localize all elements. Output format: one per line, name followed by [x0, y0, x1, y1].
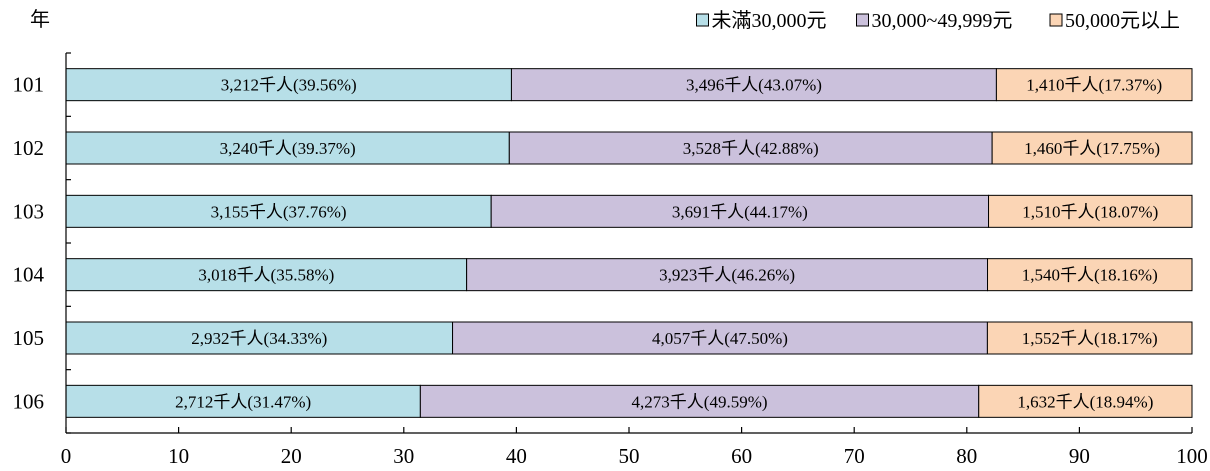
x-tick-label: 100: [1176, 444, 1208, 466]
legend-swatch-s1: [696, 13, 709, 27]
bar-label-106-s1: 2,712千人(31.47%): [175, 392, 311, 411]
bar-segment-103-s2: [490, 194, 990, 228]
x-tick-label: 60: [731, 444, 752, 466]
bar-segment-105-s2: [452, 321, 988, 355]
x-tick-label: 50: [619, 444, 640, 466]
bar-label-104-s3: 1,540千人(18.16%): [1022, 266, 1158, 285]
bar-segment-103-s1: [65, 194, 492, 228]
bar-segment-104-s1: [65, 258, 468, 292]
bar-label-105-s3: 1,552千人(18.17%): [1022, 329, 1158, 348]
x-tick-label: 30: [393, 444, 414, 466]
bar-label-103-s2: 3,691千人(44.17%): [672, 202, 808, 221]
x-tick-label: 0: [61, 444, 72, 466]
bar-segment-106-s2: [419, 384, 980, 418]
bar-segment-102-s2: [508, 131, 993, 165]
x-tick-label: 70: [844, 444, 865, 466]
bar-segment-101-s2: [510, 68, 997, 102]
category-label-106: 106: [13, 389, 45, 413]
bar-label-104-s2: 3,923千人(46.26%): [659, 266, 795, 285]
bar-label-101-s1: 3,212千人(39.56%): [221, 76, 357, 95]
x-tick-label: 20: [281, 444, 302, 466]
y-axis-title: 年: [30, 8, 50, 31]
x-tick-label: 90: [1069, 444, 1090, 466]
bar-label-103-s1: 3,155千人(37.76%): [211, 202, 347, 221]
legend-swatch-s3: [1049, 13, 1063, 27]
category-label-105: 105: [13, 326, 45, 350]
bar-segment-106-s3: [978, 384, 1193, 418]
bar-segment-101-s1: [65, 68, 512, 102]
x-tick-label: 10: [168, 444, 189, 466]
legend-label-s3: 50,000元以上: [1065, 9, 1180, 32]
category-label-101: 101: [13, 73, 45, 97]
bar-segment-105-s1: [65, 321, 454, 355]
bar-label-106-s3: 1,632千人(18.94%): [1017, 392, 1153, 411]
x-tick-label: 40: [506, 444, 527, 466]
bar-segment-103-s3: [988, 194, 1193, 228]
bar-label-102-s1: 3,240千人(39.37%): [220, 139, 356, 158]
category-label-104: 104: [13, 263, 45, 287]
category-label-102: 102: [13, 136, 45, 160]
bar-label-105-s1: 2,932千人(34.33%): [191, 329, 327, 348]
x-tick-label: 80: [956, 444, 977, 466]
bar-label-101-s2: 3,496千人(43.07%): [686, 76, 822, 95]
legend-label-s2: 30,000~49,999元: [872, 10, 1013, 32]
bar-label-106-s2: 4,273千人(49.59%): [632, 392, 768, 411]
category-label-103: 103: [13, 199, 45, 223]
bar-segment-105-s3: [986, 321, 1193, 355]
legend-label-s1: 未滿30,000元: [712, 9, 827, 32]
bar-segment-102-s3: [991, 131, 1193, 165]
bar-label-102-s3: 1,460千人(17.75%): [1024, 139, 1160, 158]
bar-label-103-s3: 1,510千人(18.07%): [1022, 202, 1158, 221]
bar-segment-104-s3: [987, 258, 1193, 292]
legend-swatch-s2: [856, 13, 869, 27]
bar-label-101-s3: 1,410千人(17.37%): [1026, 76, 1162, 95]
bar-segment-101-s3: [995, 68, 1193, 102]
bar-label-105-s2: 4,057千人(47.50%): [652, 329, 788, 348]
bar-label-104-s1: 3,018千人(35.58%): [198, 266, 334, 285]
bar-label-102-s2: 3,528千人(42.88%): [683, 139, 819, 158]
